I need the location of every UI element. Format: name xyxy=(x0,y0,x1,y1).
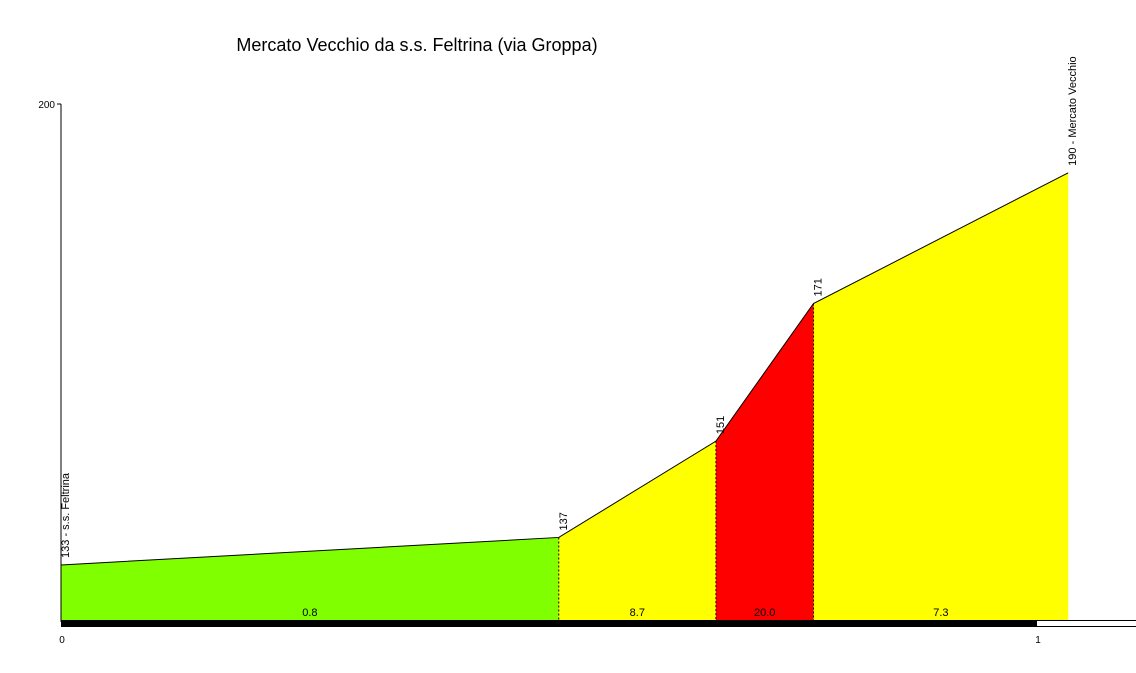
x-tick-label: 0 xyxy=(59,635,65,646)
segment-gradient-label: 20.0 xyxy=(754,607,775,619)
altitude-label: 190 - Mercato Vecchio xyxy=(1067,56,1079,165)
altitude-label: 171 xyxy=(812,278,824,296)
segment-gradient-label: 8.7 xyxy=(630,607,645,619)
profile-segment xyxy=(715,303,814,620)
altitude-label: 151 xyxy=(715,416,727,434)
elevation-line xyxy=(60,172,1069,566)
profile-segment xyxy=(813,172,1069,621)
x-axis-distance-bar xyxy=(61,620,1037,626)
segment-gradient-label: 0.8 xyxy=(302,607,317,619)
profile-segment xyxy=(558,441,716,620)
altitude-label: 137 xyxy=(558,512,570,530)
x-tick-label: 1 xyxy=(1035,635,1041,646)
y-axis-top-label: 200 xyxy=(38,100,55,111)
altitude-label: 133 - s.s. Feltrina xyxy=(60,472,72,558)
chart-title: Mercato Vecchio da s.s. Feltrina (via Gr… xyxy=(236,35,598,55)
segment-gradient-label: 7.3 xyxy=(933,607,948,619)
